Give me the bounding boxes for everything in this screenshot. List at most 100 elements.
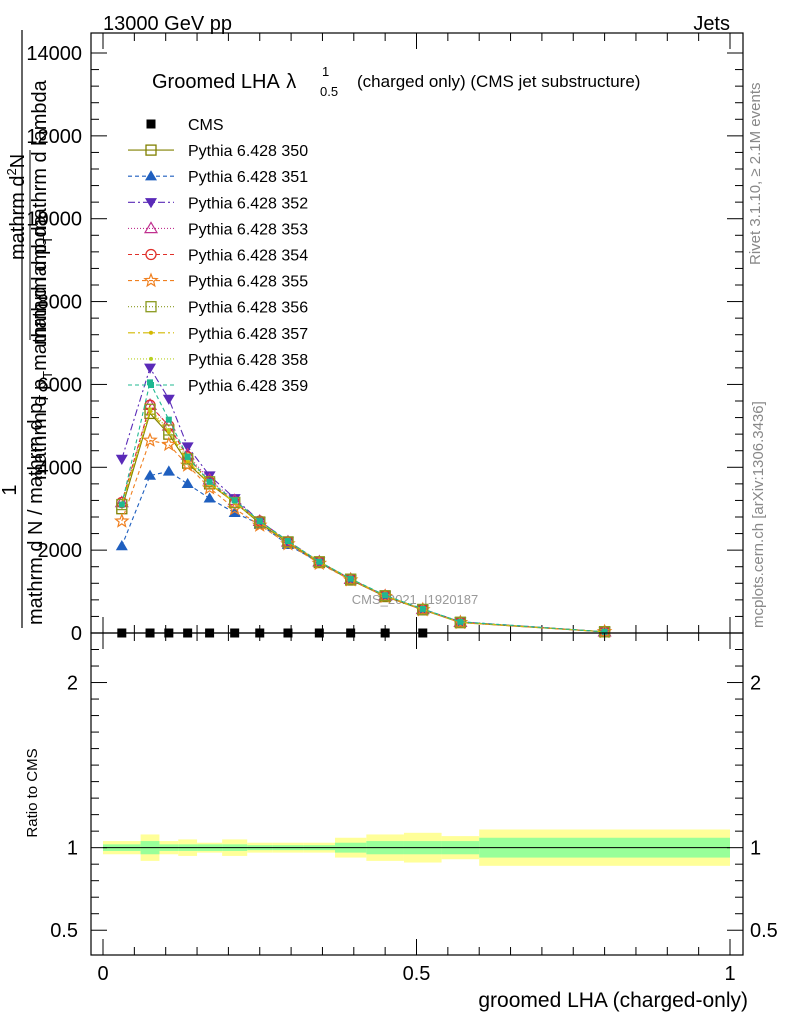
- series-line: [121, 410, 605, 633]
- data-point: [115, 540, 128, 551]
- legend-label: Pythia 6.428 352: [188, 195, 308, 212]
- mcplots-label: mcplots.cern.ch [arXiv:1306.3436]: [750, 401, 767, 628]
- title-subscript: 0.5: [320, 84, 338, 99]
- data-point: [114, 512, 130, 528]
- data-point: [256, 518, 263, 525]
- legend-label: CMS: [188, 117, 224, 134]
- data-point: [162, 394, 175, 405]
- rivet-version-label: Rivet 3.1.10, ≥ 2.1M events: [747, 83, 764, 266]
- x-tick-label: 0: [97, 963, 108, 985]
- ratio-ytick-label-left: 1: [67, 838, 78, 860]
- x-tick-label: 1: [724, 963, 735, 985]
- legend-marker: [145, 198, 157, 209]
- data-point: [116, 498, 128, 511]
- main-y-tick-labels: 0 2000 4000 6000 8000 10000 12000 14000: [26, 43, 82, 645]
- data-point: [282, 536, 294, 548]
- legend-entry: Pythia 6.428 359: [128, 378, 308, 395]
- data-point: [601, 628, 608, 635]
- data-point: [142, 432, 158, 447]
- data-point: [284, 538, 291, 545]
- series-line: [121, 380, 605, 633]
- data-point: [345, 573, 357, 585]
- legend-marker: [146, 119, 156, 129]
- data-point: [313, 556, 325, 568]
- data-point: [382, 592, 389, 599]
- data-point: [419, 605, 426, 612]
- main-ytick-label: 8000: [38, 292, 83, 314]
- data-point: [184, 453, 191, 460]
- main-ytick-label: 10000: [26, 209, 82, 231]
- data-point: [379, 590, 391, 602]
- title-suffix: (charged only) (CMS jet substructure): [357, 72, 640, 91]
- legend-entry: Pythia 6.428 354: [128, 248, 308, 265]
- main-ytick-label: 4000: [38, 457, 83, 479]
- ratio-ytick-label-left: 2: [67, 673, 78, 695]
- main-ytick-label: 6000: [38, 374, 83, 396]
- legend-marker: [149, 330, 153, 335]
- category-label: Jets: [693, 13, 730, 35]
- legend-marker: [145, 301, 157, 313]
- data-point: [203, 476, 216, 488]
- ratio-y-axis-label: Ratio to CMS: [24, 748, 41, 837]
- x-tick-labels: 0 0.5 1: [97, 963, 735, 985]
- data-point: [347, 575, 354, 582]
- legend-entry: Pythia 6.428 350: [128, 143, 308, 160]
- data-point: [316, 558, 323, 565]
- data-point: [162, 465, 175, 476]
- legend-label: Pythia 6.428 355: [188, 274, 308, 291]
- main-y-axis-label: 1 mathrm d N / mathrm d pT mathrm d2N ma…: [0, 30, 55, 628]
- analysis-watermark: CMS_2021_I1920187: [352, 592, 479, 607]
- data-point: [148, 407, 153, 412]
- ylabel-upper-den: mathrm d pTmathrm d lambda: [29, 79, 55, 345]
- legend-label: Pythia 6.428 359: [188, 378, 308, 395]
- ratio-y-tick-labels: 0.5 0.5 1 1 2 2: [50, 673, 778, 943]
- main-ytick-label: 14000: [26, 43, 82, 65]
- data-point: [144, 403, 156, 415]
- data-point: [144, 363, 157, 374]
- legend-marker: [143, 221, 159, 234]
- data-point: [181, 477, 194, 489]
- plot-title: Groomed LHA λ: [152, 71, 296, 93]
- ratio-plot-frame: [90, 632, 744, 956]
- data-point: [144, 469, 157, 480]
- legend-label: Pythia 6.428 354: [188, 248, 308, 265]
- legend-marker: [143, 272, 159, 288]
- data-point: [115, 454, 128, 465]
- data-point: [457, 618, 464, 625]
- data-point: [231, 497, 238, 504]
- x-axis-label: groomed LHA (charged-only): [478, 989, 748, 1012]
- legend-label: Pythia 6.428 353: [188, 221, 308, 238]
- legend-marker: [149, 356, 153, 361]
- title-superscript: 1: [322, 64, 329, 79]
- legend-marker: [145, 248, 157, 261]
- ratio-ytick-label-right: 2: [750, 673, 761, 695]
- legend-entry: Pythia 6.428 352: [128, 195, 308, 212]
- main-axis-ticks: [91, 33, 743, 634]
- data-point: [181, 442, 194, 453]
- ratio-ytick-label-left: 0.5: [50, 920, 78, 942]
- legend: CMS Pythia 6.428 350 Pythia 6.428 351 Pythi…: [128, 117, 308, 395]
- legend-label: Pythia 6.428 358: [188, 352, 308, 369]
- ylabel-frac-num: 1: [0, 484, 21, 495]
- ratio-ytick-label-right: 0.5: [750, 920, 778, 942]
- legend-entry: CMS: [146, 117, 224, 134]
- legend-entry: Pythia 6.428 356: [128, 300, 308, 317]
- legend-entry: Pythia 6.428 358: [128, 352, 308, 369]
- legend-label: Pythia 6.428 351: [188, 169, 308, 186]
- legend-entry: Pythia 6.428 353: [128, 221, 308, 238]
- main-ytick-label: 0: [71, 623, 82, 645]
- data-point: [254, 516, 266, 528]
- series-pythia-351: [115, 465, 611, 636]
- x-tick-label: 0.5: [403, 963, 431, 985]
- ylabel-lower-den: mathrm d pTmathrm d lambda: [29, 214, 55, 480]
- legend-entry: Pythia 6.428 351: [128, 169, 308, 186]
- main-ytick-label: 12000: [26, 126, 82, 148]
- data-point: [166, 428, 171, 432]
- legend-label: Pythia 6.428 356: [188, 300, 308, 317]
- data-point: [417, 603, 429, 616]
- data-point: [118, 501, 125, 508]
- ratio-uncertainty-bands: [103, 829, 730, 866]
- legend-label: Pythia 6.428 350: [188, 143, 308, 160]
- legend-entry: Pythia 6.428 355: [128, 272, 308, 291]
- data-point: [203, 492, 216, 503]
